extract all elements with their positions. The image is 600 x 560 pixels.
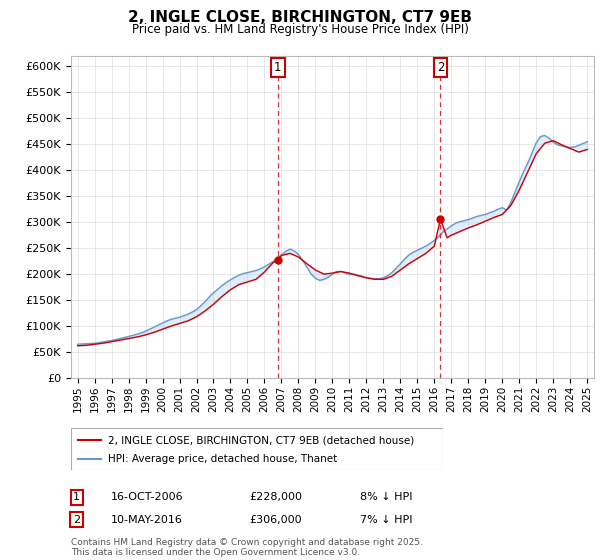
- Text: 16-OCT-2006: 16-OCT-2006: [111, 492, 184, 502]
- Text: Price paid vs. HM Land Registry's House Price Index (HPI): Price paid vs. HM Land Registry's House …: [131, 22, 469, 36]
- Text: £306,000: £306,000: [249, 515, 302, 525]
- Text: £228,000: £228,000: [249, 492, 302, 502]
- Text: Contains HM Land Registry data © Crown copyright and database right 2025.
This d: Contains HM Land Registry data © Crown c…: [71, 538, 422, 557]
- Text: 2, INGLE CLOSE, BIRCHINGTON, CT7 9EB (detached house): 2, INGLE CLOSE, BIRCHINGTON, CT7 9EB (de…: [108, 435, 414, 445]
- Text: 8% ↓ HPI: 8% ↓ HPI: [360, 492, 413, 502]
- Text: 1: 1: [73, 492, 80, 502]
- Text: 2: 2: [437, 61, 444, 74]
- Text: 2: 2: [73, 515, 80, 525]
- Text: HPI: Average price, detached house, Thanet: HPI: Average price, detached house, Than…: [108, 454, 337, 464]
- Text: 7% ↓ HPI: 7% ↓ HPI: [360, 515, 413, 525]
- Text: 10-MAY-2016: 10-MAY-2016: [111, 515, 183, 525]
- Text: 2, INGLE CLOSE, BIRCHINGTON, CT7 9EB: 2, INGLE CLOSE, BIRCHINGTON, CT7 9EB: [128, 11, 472, 25]
- Text: 1: 1: [274, 61, 281, 74]
